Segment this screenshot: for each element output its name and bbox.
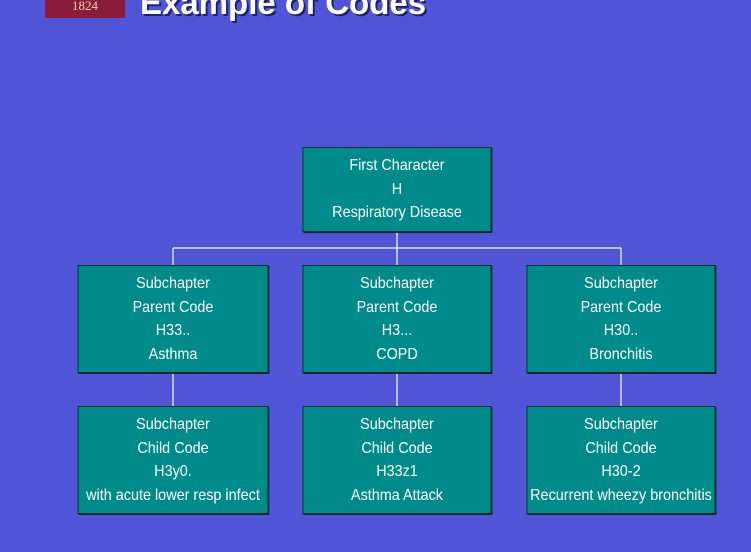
child-3-line-1: Subchapter xyxy=(584,416,658,433)
parent-2-line-3: H3... xyxy=(381,322,413,339)
parent-3-line-4: Bronchitis xyxy=(589,345,653,363)
parent-3-line-2: Parent Code xyxy=(580,298,662,316)
child-node-asthma: Subchapter Child Code H3y0. with acute l… xyxy=(77,406,269,514)
root-line-1: First Character xyxy=(349,157,445,175)
parent-2-line-4: COPD xyxy=(376,345,418,363)
parent-node-bronchitis: Subchapter Parent Code H30.. Bronchitis xyxy=(526,265,716,373)
child-1-line-1: Subchapter xyxy=(136,416,210,433)
parent-node-asthma: Subchapter Parent Code H33.. Asthma xyxy=(77,265,269,373)
parent-node-copd: Subchapter Parent Code H3... COPD xyxy=(302,265,492,373)
child-3-line-2: Child Code xyxy=(585,439,657,457)
child-1-line-2: Child Code xyxy=(137,439,209,457)
child-node-bronchitis: Subchapter Child Code H30-2 Recurrent wh… xyxy=(526,406,716,514)
child-2-line-3: H33z1 xyxy=(376,463,418,480)
child-node-copd: Subchapter Child Code H33z1 Asthma Attac… xyxy=(302,406,492,514)
child-1-line-3: H3y0. xyxy=(154,463,192,480)
root-node: First Character H Respiratory Disease xyxy=(302,147,492,232)
child-2-line-2: Child Code xyxy=(361,439,433,457)
parent-3-line-1: Subchapter xyxy=(584,275,658,292)
child-3-line-3: H30-2 xyxy=(601,463,641,480)
root-line-2: H xyxy=(391,180,403,198)
root-line-3: Respiratory Disease xyxy=(332,204,462,222)
child-2-line-1: Subchapter xyxy=(360,416,434,433)
parent-1-line-2: Parent Code xyxy=(132,298,214,316)
logo-badge: 1824 xyxy=(45,0,125,18)
child-1-line-4: with acute lower resp infect xyxy=(86,486,260,504)
child-2-line-4: Asthma Attack xyxy=(350,486,444,504)
page-title: Example of Codes xyxy=(140,0,427,21)
child-3-line-4: Recurrent wheezy bronchitis xyxy=(530,486,712,504)
parent-1-line-4: Asthma xyxy=(148,345,198,363)
parent-1-line-3: H33.. xyxy=(155,322,191,339)
parent-2-line-1: Subchapter xyxy=(360,275,434,292)
logo-year: 1824 xyxy=(72,0,98,13)
parent-2-line-2: Parent Code xyxy=(356,298,438,316)
parent-1-line-1: Subchapter xyxy=(136,275,210,292)
parent-3-line-3: H30.. xyxy=(603,322,639,339)
